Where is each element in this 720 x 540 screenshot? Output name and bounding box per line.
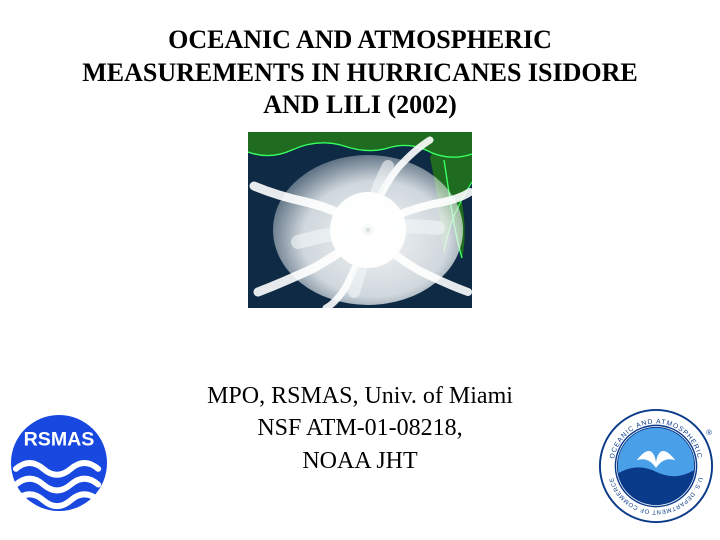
title-line-1: OCEANIC AND ATMOSPHERIC bbox=[168, 25, 552, 54]
rsmas-logo: RSMAS bbox=[10, 414, 108, 512]
noaa-logo: OCEANIC AND ATMOSPHERIC U.S. DEPARTMENT … bbox=[598, 408, 714, 524]
title-line-3: AND LILI (2002) bbox=[263, 90, 457, 119]
svg-text:®: ® bbox=[706, 428, 712, 437]
rsmas-logo-text: RSMAS bbox=[24, 428, 95, 450]
slide-title: OCEANIC AND ATMOSPHERIC MEASUREMENTS IN … bbox=[0, 24, 720, 122]
title-line-2: MEASUREMENTS IN HURRICANES ISIDORE bbox=[82, 58, 637, 87]
hurricane-satellite-image bbox=[248, 132, 472, 308]
